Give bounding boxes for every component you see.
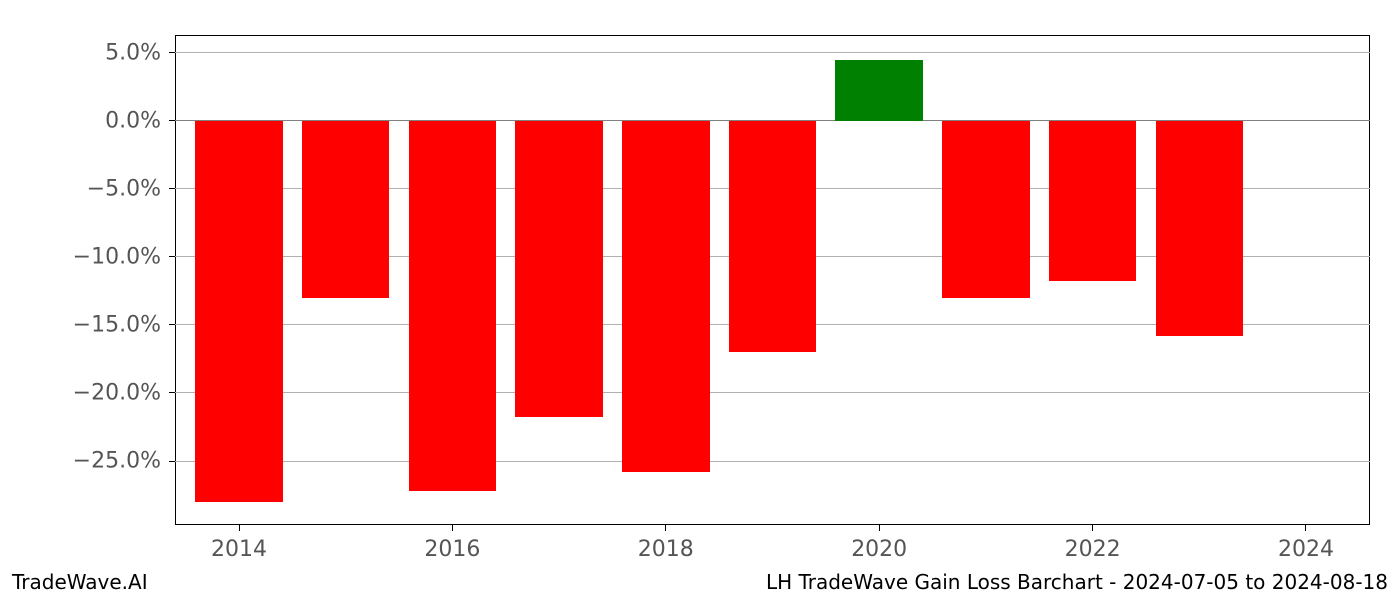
spine-bottom: [175, 524, 1370, 525]
gain-loss-barchart: −25.0%−20.0%−15.0%−10.0%−5.0%0.0%5.0%201…: [175, 35, 1370, 525]
footer-caption: LH TradeWave Gain Loss Barchart - 2024-0…: [766, 570, 1388, 594]
xtick-label: 2014: [211, 525, 267, 562]
bar-2014: [195, 121, 282, 502]
bar-2017: [515, 121, 602, 418]
bar-2015: [302, 121, 389, 298]
bar-2018: [622, 121, 709, 472]
spine-left: [175, 35, 176, 525]
bar-2020: [835, 60, 922, 121]
xtick-label: 2022: [1065, 525, 1121, 562]
y-gridline: [175, 392, 1370, 393]
chart-footer: TradeWave.AI LH TradeWave Gain Loss Barc…: [0, 570, 1400, 594]
bar-2021: [942, 121, 1029, 298]
ytick-label: −10.0%: [73, 244, 175, 269]
ytick-label: −15.0%: [73, 312, 175, 337]
xtick-label: 2016: [424, 525, 480, 562]
xtick-label: 2024: [1278, 525, 1334, 562]
ytick-label: 5.0%: [105, 40, 175, 65]
ytick-label: −5.0%: [87, 176, 175, 201]
bar-2016: [409, 121, 496, 491]
bar-2023: [1156, 121, 1243, 336]
footer-brand: TradeWave.AI: [12, 570, 148, 594]
bar-2022: [1049, 121, 1136, 282]
ytick-label: −20.0%: [73, 380, 175, 405]
y-gridline: [175, 52, 1370, 53]
bar-2019: [729, 121, 816, 352]
spine-top: [175, 35, 1370, 36]
xtick-label: 2018: [638, 525, 694, 562]
spine-right: [1369, 35, 1370, 525]
ytick-label: 0.0%: [105, 108, 175, 133]
ytick-label: −25.0%: [73, 449, 175, 474]
y-gridline: [175, 461, 1370, 462]
xtick-label: 2020: [851, 525, 907, 562]
